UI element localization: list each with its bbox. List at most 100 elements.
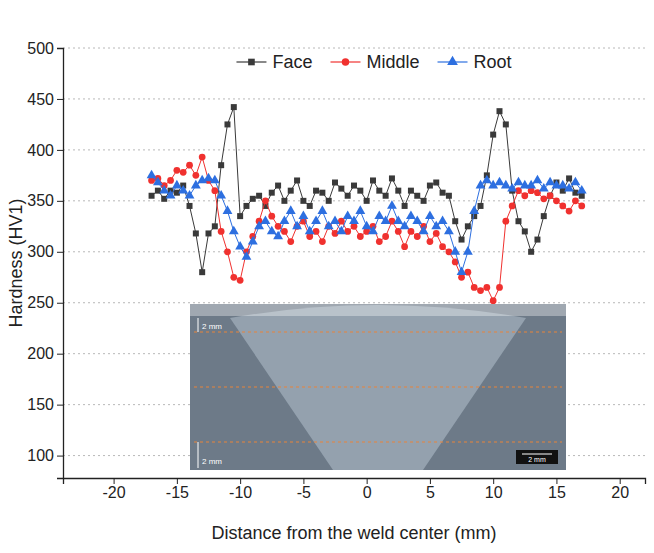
- marker: [433, 180, 439, 186]
- marker: [515, 218, 521, 224]
- marker: [281, 198, 287, 204]
- marker: [501, 180, 511, 189]
- marker: [438, 216, 448, 225]
- marker: [368, 226, 378, 235]
- marker: [387, 200, 397, 209]
- marker: [250, 196, 256, 202]
- marker: [172, 180, 182, 189]
- marker: [450, 246, 460, 255]
- marker: [395, 188, 401, 194]
- marker: [326, 198, 332, 204]
- marker: [216, 190, 226, 199]
- marker: [383, 193, 389, 199]
- tick-mark: [493, 478, 494, 484]
- marker: [478, 203, 484, 209]
- marker: [452, 218, 458, 224]
- marker: [210, 175, 220, 184]
- marker: [212, 223, 218, 229]
- tick-label: 200: [27, 345, 54, 362]
- marker: [351, 183, 357, 189]
- marker: [446, 193, 452, 199]
- marker: [477, 287, 484, 294]
- legend-label: Middle: [366, 52, 419, 72]
- marker: [311, 216, 321, 225]
- inset: 2 mm2 mm2 mm: [190, 304, 566, 470]
- marker: [559, 203, 566, 210]
- tick: -20: [103, 478, 126, 501]
- marker: [186, 162, 193, 169]
- marker: [533, 175, 543, 184]
- tick: 250: [27, 294, 63, 311]
- tick-mark: [556, 478, 557, 484]
- marker: [521, 192, 528, 199]
- marker: [167, 177, 174, 184]
- marker: [414, 193, 420, 199]
- marker: [357, 233, 364, 240]
- tick-label: -15: [166, 484, 189, 501]
- marker: [370, 177, 376, 183]
- marker: [206, 230, 212, 236]
- marker: [427, 183, 433, 189]
- marker: [540, 195, 547, 202]
- tick: 450: [27, 91, 63, 108]
- tick-label: 15: [548, 484, 566, 501]
- marker: [495, 177, 505, 186]
- marker: [300, 198, 306, 204]
- marker: [223, 205, 233, 214]
- marker: [281, 228, 288, 235]
- marker: [235, 241, 245, 250]
- marker: [298, 210, 308, 219]
- tick-mark: [57, 150, 63, 151]
- tick-label: -5: [297, 484, 311, 501]
- tick: -10: [229, 478, 252, 501]
- marker: [374, 210, 384, 219]
- tick-mark: [57, 354, 63, 355]
- tick: -5: [297, 478, 311, 501]
- marker: [553, 197, 560, 204]
- tick-label: 20: [611, 484, 629, 501]
- series-line: [152, 175, 582, 272]
- marker: [269, 190, 275, 196]
- marker: [514, 177, 524, 186]
- legend: FaceMiddleRoot: [236, 52, 511, 72]
- tick-label: -20: [103, 484, 126, 501]
- marker: [355, 205, 365, 214]
- marker: [364, 198, 370, 204]
- marker: [427, 238, 434, 245]
- tick-mark: [240, 478, 241, 484]
- marker: [218, 162, 224, 168]
- marker: [286, 205, 296, 214]
- marker: [237, 213, 243, 219]
- marker: [433, 230, 440, 237]
- marker: [469, 205, 479, 214]
- marker: [211, 187, 218, 194]
- marker: [345, 193, 351, 199]
- series-line: [152, 107, 582, 272]
- marker: [349, 216, 359, 225]
- marker: [231, 104, 237, 110]
- tick-mark: [57, 99, 63, 100]
- legend-marker: [342, 58, 349, 65]
- tick-label: 0: [363, 484, 372, 501]
- tick-mark: [57, 201, 63, 202]
- marker: [317, 205, 327, 214]
- marker: [572, 197, 579, 204]
- legend-label: Root: [474, 52, 512, 72]
- marker: [503, 121, 509, 127]
- marker: [305, 226, 315, 235]
- marker: [400, 221, 410, 230]
- annotation: 2 mm: [202, 457, 222, 466]
- marker: [237, 277, 244, 284]
- marker: [558, 180, 568, 189]
- tick-mark: [114, 478, 115, 484]
- legend-item: Middle: [330, 52, 419, 72]
- marker: [362, 221, 372, 230]
- marker: [465, 223, 471, 229]
- marker: [522, 228, 528, 234]
- tick: 20: [611, 478, 629, 501]
- x-axis: -20-15-10-505101520: [64, 478, 646, 501]
- annotation: 2 mm: [202, 322, 222, 331]
- tick: 200: [27, 345, 63, 362]
- marker: [230, 274, 237, 281]
- marker: [490, 132, 496, 138]
